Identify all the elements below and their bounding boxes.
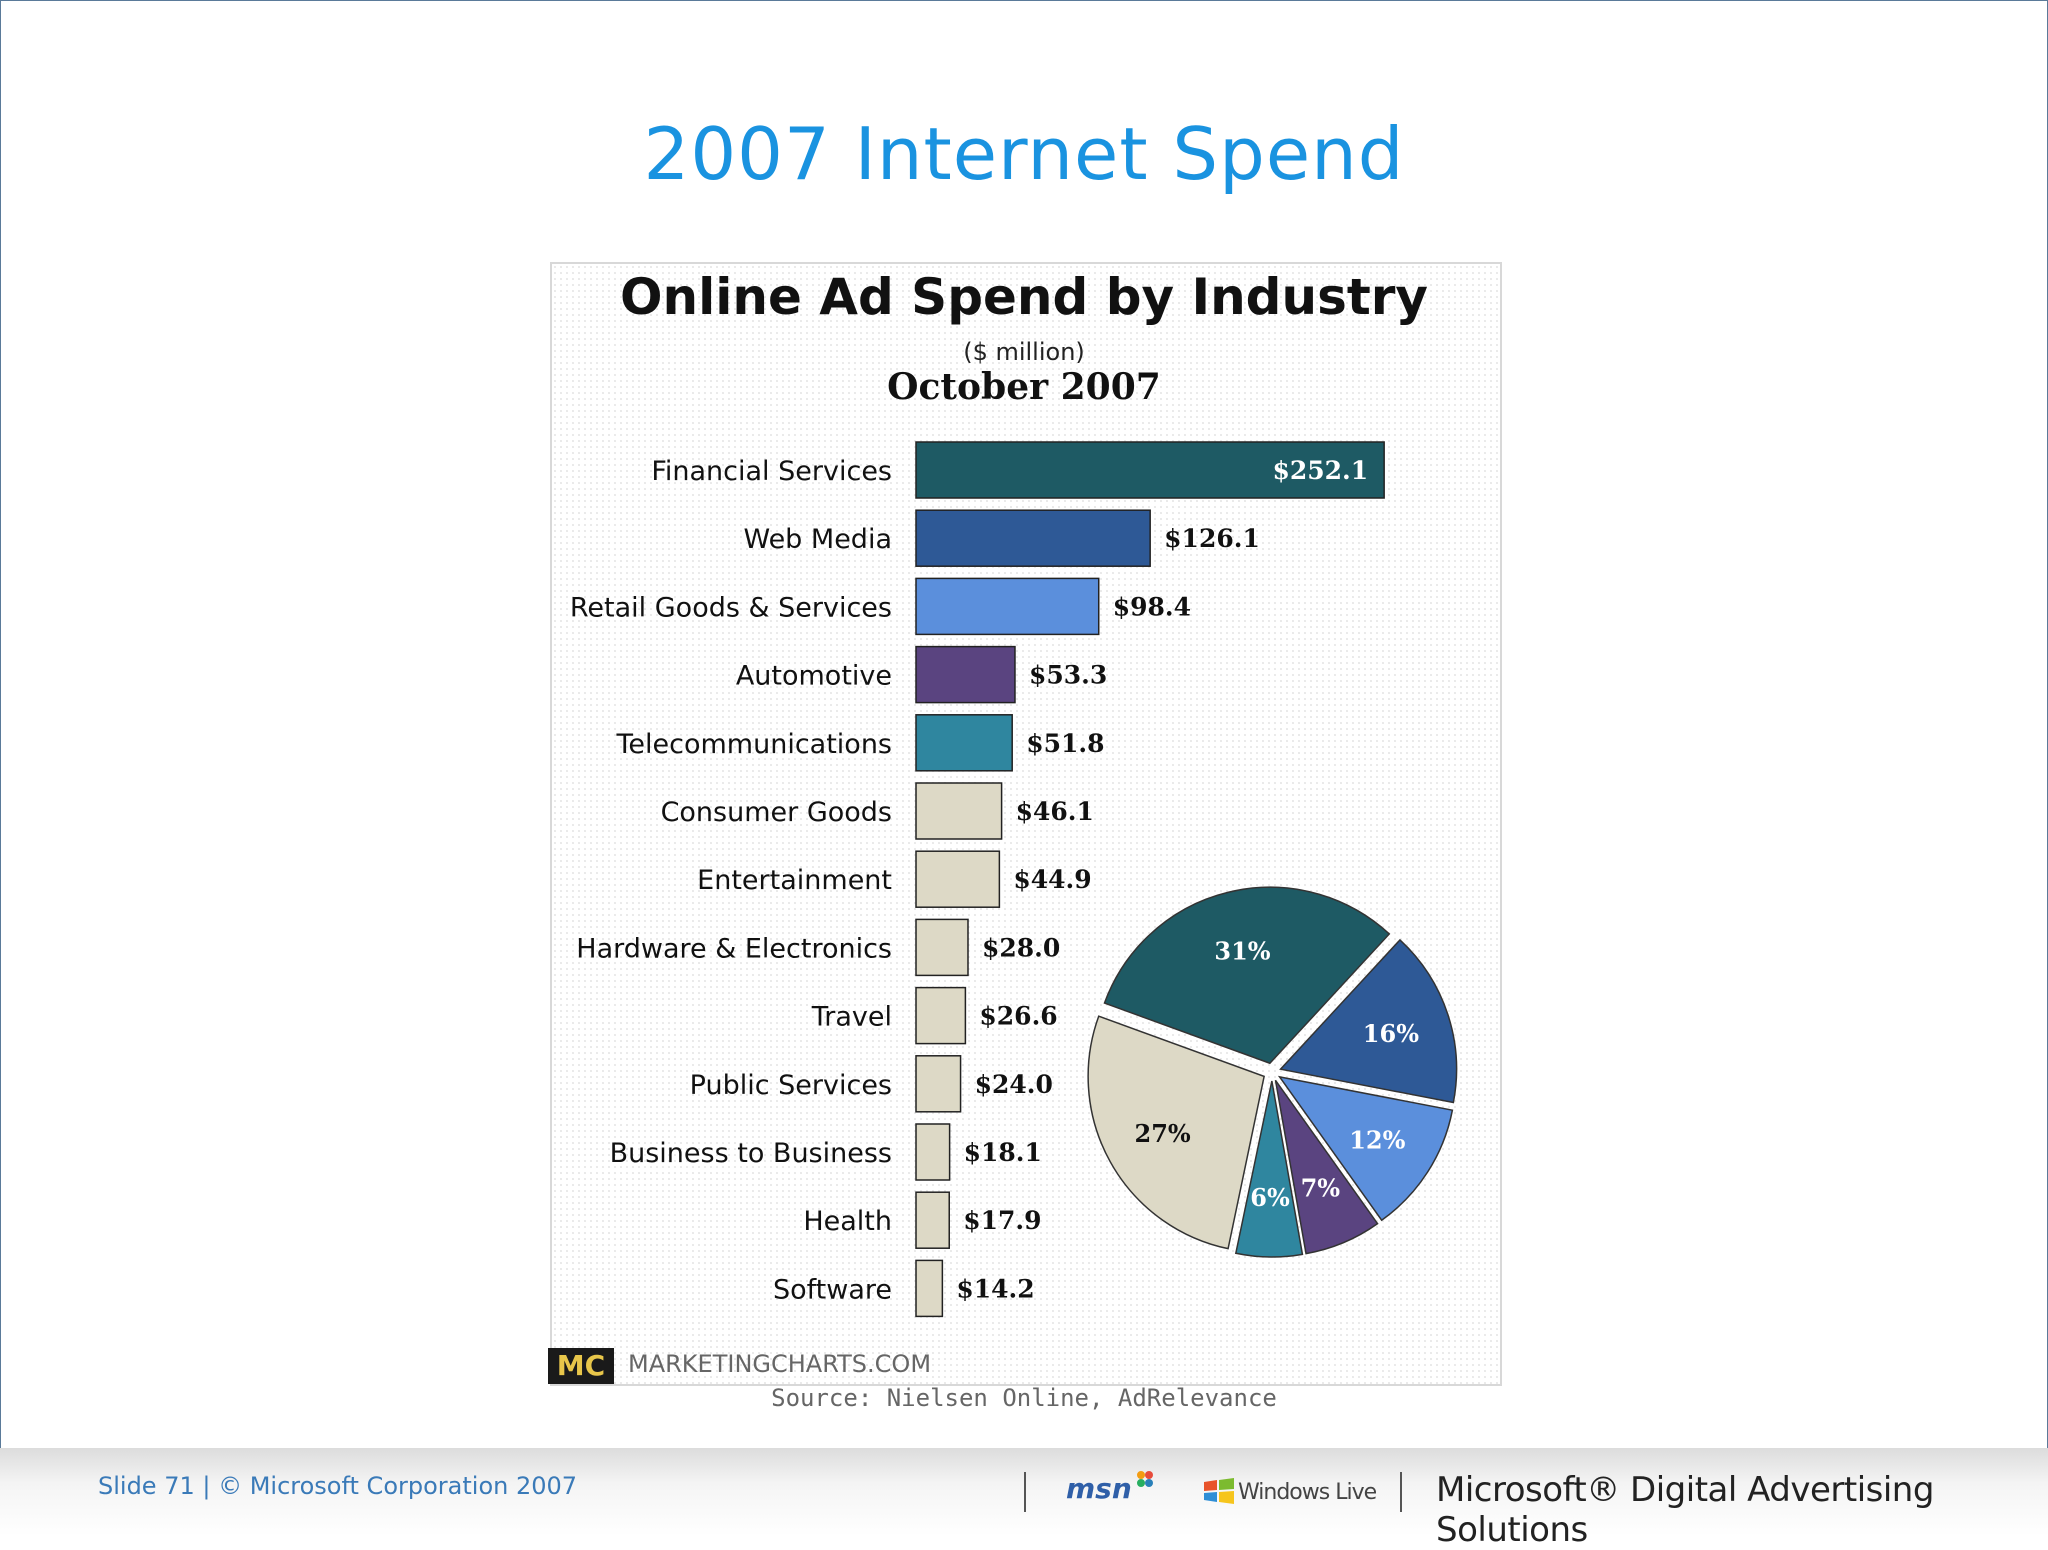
chart-source: Source: Nielsen Online, AdRelevance bbox=[771, 1384, 1277, 1412]
bar-category-label: Automotive bbox=[736, 661, 892, 692]
bar-category-label: Software bbox=[773, 1274, 892, 1305]
pie-slice-label: 7% bbox=[1301, 1173, 1341, 1202]
slide-title: 2007 Internet Spend bbox=[643, 112, 1405, 196]
bar bbox=[915, 986, 967, 1045]
pie-slice-label: 12% bbox=[1349, 1126, 1405, 1155]
bar-category-label: Consumer Goods bbox=[661, 797, 892, 828]
chart-subtitle: ($ million) bbox=[963, 338, 1085, 366]
pie-slice-label: 27% bbox=[1135, 1119, 1191, 1148]
bar bbox=[915, 577, 1100, 636]
bar-category-label: Telecommunications bbox=[616, 729, 893, 760]
chart-canvas: Financial Services $252.1 Web Media $126.1 R… bbox=[570, 441, 1458, 1318]
bar bbox=[915, 714, 1013, 772]
bar-value-label: $14.2 bbox=[956, 1274, 1034, 1303]
bar bbox=[915, 509, 1151, 567]
bar-value-label: $46.1 bbox=[1016, 797, 1094, 826]
bar-value-label: $98.4 bbox=[1113, 592, 1191, 621]
bar-value-label: $53.3 bbox=[1029, 661, 1107, 690]
marketingcharts-logo: MC bbox=[548, 1348, 614, 1384]
bar bbox=[915, 1259, 944, 1318]
chart-period: October 2007 bbox=[887, 366, 1161, 408]
pie-slice-label: 31% bbox=[1214, 936, 1270, 965]
msn-butterfly-icon bbox=[1137, 1471, 1153, 1487]
bar bbox=[915, 1191, 950, 1249]
bar-value-label: $28.0 bbox=[982, 933, 1060, 962]
microsoft-das-brand: Microsoft® Digital Advertising Solutions bbox=[1436, 1470, 1934, 1550]
pie-slice bbox=[1234, 1080, 1304, 1258]
bar bbox=[915, 782, 1003, 840]
bar-value-label: $51.8 bbox=[1026, 729, 1104, 758]
pie-slice bbox=[1274, 1079, 1379, 1255]
bar-category-label: Health bbox=[803, 1206, 892, 1237]
bar-category-label: Entertainment bbox=[697, 865, 892, 896]
bar-value-label: $17.9 bbox=[963, 1206, 1041, 1235]
windows-live-logo: Windows Live bbox=[1238, 1480, 1377, 1505]
bar bbox=[915, 1055, 962, 1113]
bar-value-label: $18.1 bbox=[964, 1138, 1042, 1167]
bar-value-label: $26.6 bbox=[979, 1002, 1057, 1031]
bar-value-label: $24.0 bbox=[975, 1070, 1053, 1099]
msn-logo: msn bbox=[1066, 1472, 1132, 1505]
bar-value-label: $126.1 bbox=[1164, 524, 1260, 553]
marketingcharts-site: MARKETINGCHARTS.COM bbox=[628, 1350, 932, 1378]
bar bbox=[915, 1123, 951, 1181]
footer-divider bbox=[1024, 1472, 1026, 1512]
bar-category-label: Public Services bbox=[690, 1070, 892, 1101]
pie-slice bbox=[1279, 938, 1458, 1104]
pie-slice bbox=[1277, 1075, 1454, 1222]
bar bbox=[915, 850, 1001, 908]
pie-slice-label: 16% bbox=[1363, 1019, 1419, 1048]
bar bbox=[915, 645, 1016, 704]
bar bbox=[915, 918, 969, 977]
chart-title: Online Ad Spend by Industry bbox=[620, 268, 1428, 326]
bar-category-label: Business to Business bbox=[610, 1138, 892, 1169]
bar-category-label: Hardware & Electronics bbox=[576, 933, 892, 964]
bar-category-label: Travel bbox=[811, 1002, 892, 1033]
bar-value-label: $252.1 bbox=[1272, 456, 1368, 485]
pie-slice bbox=[1087, 1015, 1266, 1250]
bar-value-label: $44.9 bbox=[1013, 865, 1091, 894]
bar-category-label: Financial Services bbox=[651, 456, 892, 487]
footer-slide-info: Slide 71 | © Microsoft Corporation 2007 bbox=[98, 1472, 578, 1500]
bar-category-label: Retail Goods & Services bbox=[570, 592, 892, 623]
bar bbox=[915, 441, 1385, 499]
bar-category-label: Web Media bbox=[743, 524, 892, 555]
pie-slice bbox=[1103, 886, 1391, 1065]
pie-slice-label: 6% bbox=[1250, 1183, 1290, 1212]
footer-divider bbox=[1400, 1472, 1402, 1512]
windows-flag-icon bbox=[1204, 1478, 1234, 1504]
